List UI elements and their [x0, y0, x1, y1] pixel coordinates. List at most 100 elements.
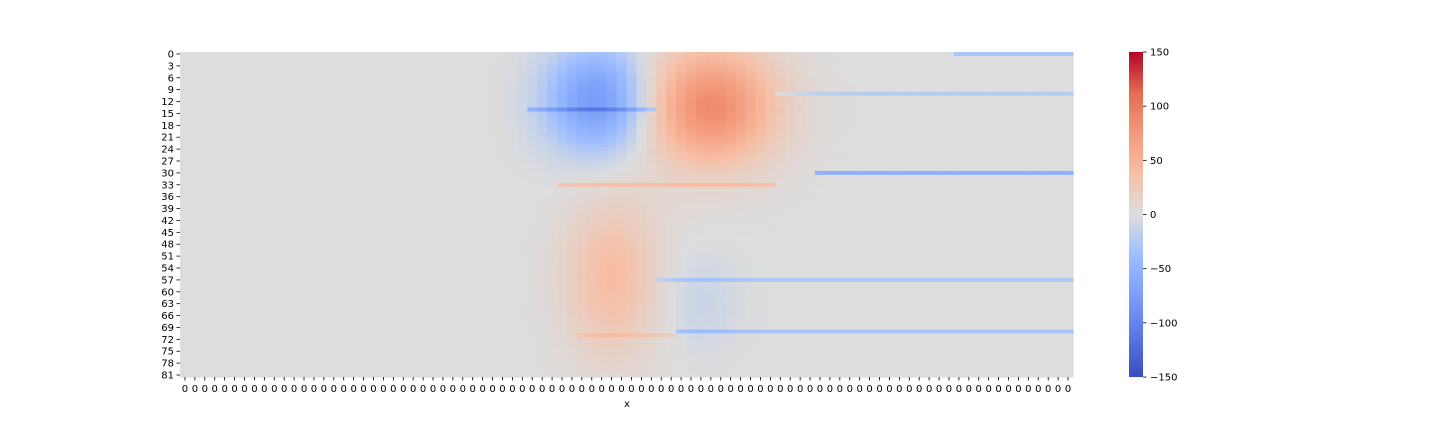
- heatmap-cell: [219, 107, 231, 113]
- heatmap-cell: [874, 194, 886, 200]
- heatmap-cell: [318, 170, 330, 176]
- heatmap-cell: [348, 79, 360, 85]
- heatmap-cell: [626, 75, 638, 81]
- heatmap-cell: [497, 119, 509, 124]
- heatmap-cell: [557, 52, 568, 57]
- heatmap-cell: [834, 135, 846, 140]
- heatmap-cell: [308, 194, 320, 200]
- heatmap-cell: [299, 250, 310, 255]
- heatmap-cell: [566, 115, 578, 120]
- heatmap-cell: [527, 139, 538, 144]
- heatmap-cell: [904, 71, 915, 77]
- heatmap-cell: [705, 139, 717, 144]
- heatmap-cell: [715, 262, 727, 267]
- heatmap-cell: [934, 131, 945, 136]
- heatmap-cell: [517, 135, 528, 140]
- heatmap-cell: [338, 162, 350, 168]
- heatmap-cell: [1053, 95, 1064, 101]
- heatmap-cell: [348, 91, 360, 97]
- heatmap-cell: [636, 242, 647, 247]
- heatmap-cell: [676, 71, 687, 77]
- heatmap-cell: [874, 250, 886, 255]
- heatmap-cell: [705, 226, 717, 231]
- heatmap-cell: [1023, 202, 1034, 208]
- heatmap-cell: [854, 67, 866, 73]
- heatmap-cell: [219, 202, 231, 208]
- heatmap-cell: [864, 71, 876, 77]
- heatmap-cell: [249, 139, 260, 144]
- heatmap-cell: [1053, 170, 1064, 176]
- heatmap-cell: [1033, 242, 1044, 247]
- heatmap-cell: [596, 87, 608, 93]
- heatmap-cell: [815, 242, 826, 247]
- heatmap-cell: [318, 159, 330, 164]
- heatmap-cell: [715, 127, 727, 132]
- heatmap-cell: [308, 238, 320, 243]
- heatmap-cell: [249, 123, 260, 128]
- heatmap-cell: [705, 55, 717, 61]
- heatmap-cell: [457, 210, 469, 216]
- heatmap-cell: [1003, 147, 1015, 152]
- heatmap-cell: [477, 190, 489, 196]
- heatmap-cell: [259, 111, 270, 117]
- heatmap-cell: [735, 151, 747, 156]
- heatmap-cell: [497, 147, 509, 152]
- heatmap-cell: [537, 266, 548, 271]
- heatmap-cell: [596, 202, 608, 208]
- heatmap-cell: [1043, 214, 1054, 220]
- heatmap-cell: [477, 155, 489, 160]
- heatmap-cell: [180, 218, 191, 224]
- heatmap-cell: [239, 234, 251, 239]
- heatmap-cell: [884, 67, 895, 73]
- heatmap-cell: [418, 198, 429, 204]
- heatmap-cell: [934, 107, 945, 113]
- heatmap-cell: [566, 55, 578, 61]
- heatmap-cell: [993, 210, 1005, 216]
- heatmap-cell: [1043, 103, 1054, 109]
- heatmap-cell: [557, 87, 568, 93]
- heatmap-cell: [527, 79, 538, 85]
- heatmap-cell: [586, 52, 598, 57]
- heatmap-cell: [993, 246, 1005, 251]
- heatmap-cell: [795, 230, 806, 235]
- heatmap-cell: [447, 258, 459, 263]
- heatmap-cell: [477, 131, 489, 136]
- heatmap-cell: [1043, 190, 1054, 196]
- heatmap-cell: [1043, 119, 1054, 124]
- heatmap-cell: [795, 210, 806, 216]
- heatmap-cell: [527, 52, 538, 57]
- heatmap-cell: [358, 210, 370, 216]
- heatmap-cell: [834, 155, 846, 160]
- heatmap-cell: [576, 234, 588, 239]
- heatmap-cell: [834, 194, 846, 200]
- heatmap-cell: [586, 214, 598, 220]
- heatmap-cell: [428, 83, 439, 89]
- heatmap-cell: [279, 182, 290, 188]
- heatmap-cell: [834, 218, 846, 224]
- heatmap-cell: [507, 107, 518, 113]
- heatmap-cell: [239, 83, 251, 89]
- heatmap-cell: [576, 99, 588, 105]
- heatmap-cell: [537, 202, 548, 208]
- heatmap-cell: [944, 226, 955, 231]
- heatmap-cell: [904, 190, 915, 196]
- heatmap-cell: [527, 59, 538, 65]
- heatmap-cell: [189, 238, 201, 243]
- heatmap-cell: [557, 222, 568, 227]
- heatmap-cell: [854, 103, 866, 109]
- heatmap-cell: [447, 262, 459, 267]
- heatmap-cell: [517, 234, 528, 239]
- heatmap-cell: [636, 107, 647, 113]
- heatmap-cell: [239, 159, 251, 164]
- heatmap-cell: [547, 182, 558, 188]
- heatmap-cell: [606, 242, 618, 247]
- heatmap-cell: [944, 71, 955, 77]
- heatmap-cell: [894, 246, 905, 251]
- heatmap-cell: [308, 147, 320, 152]
- heatmap-cell: [1063, 99, 1074, 105]
- heatmap-cell: [884, 79, 895, 85]
- heatmap-cell: [646, 139, 657, 144]
- heatmap-cell: [854, 87, 866, 93]
- heatmap-cell: [487, 258, 499, 263]
- heatmap-cell: [874, 63, 886, 69]
